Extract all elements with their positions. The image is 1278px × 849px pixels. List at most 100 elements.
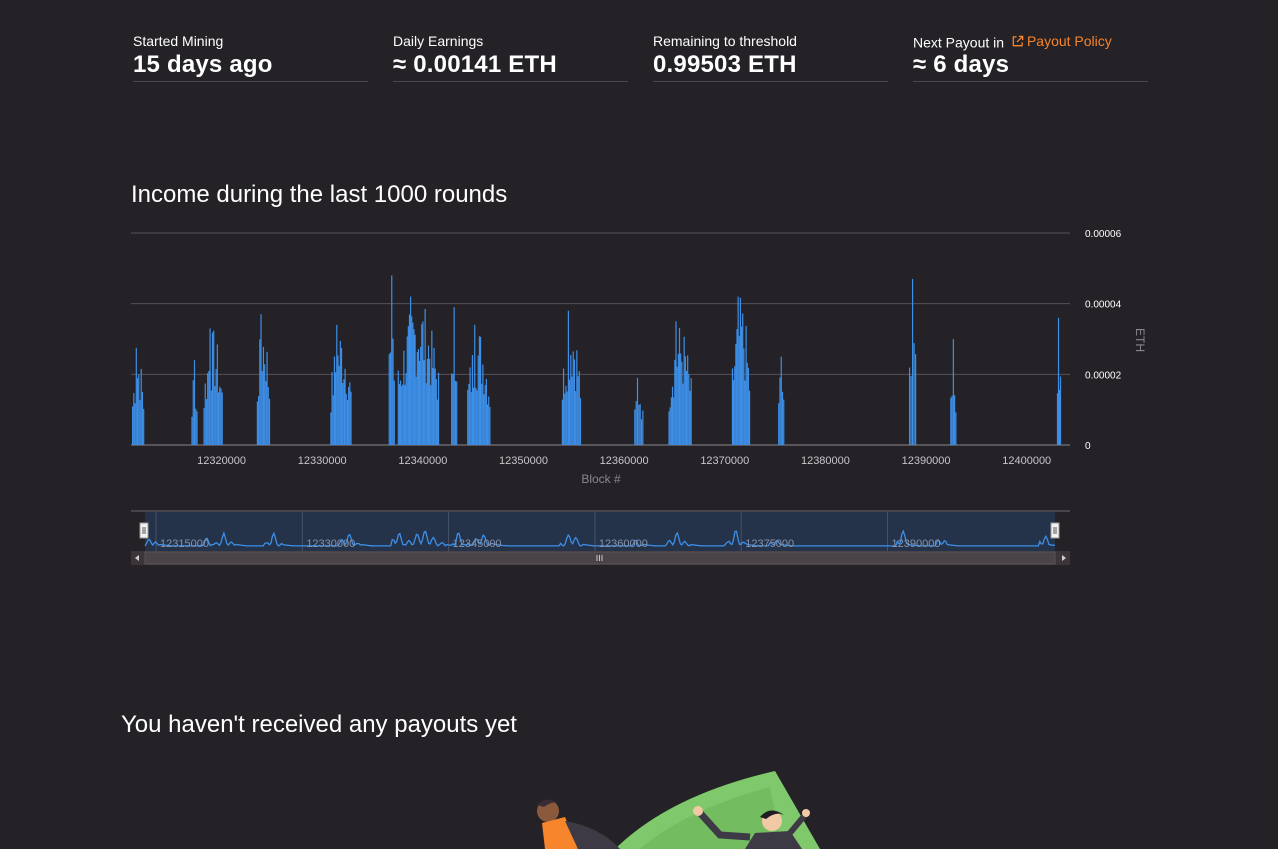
- bar[interactable]: [571, 376, 573, 445]
- bar[interactable]: [259, 339, 261, 445]
- bar[interactable]: [579, 398, 582, 445]
- bar[interactable]: [432, 368, 434, 445]
- bar[interactable]: [736, 329, 738, 445]
- bar[interactable]: [143, 408, 145, 445]
- bar[interactable]: [478, 336, 481, 445]
- bar[interactable]: [488, 396, 490, 445]
- bar[interactable]: [350, 391, 352, 445]
- bar[interactable]: [735, 343, 737, 445]
- bar[interactable]: [779, 377, 781, 445]
- bar[interactable]: [216, 344, 218, 445]
- bar[interactable]: [471, 354, 474, 445]
- bar[interactable]: [636, 377, 639, 445]
- bar[interactable]: [191, 416, 193, 445]
- bar[interactable]: [683, 336, 685, 445]
- bar[interactable]: [671, 386, 674, 445]
- bar[interactable]: [470, 392, 472, 445]
- bar[interactable]: [783, 399, 785, 445]
- bar[interactable]: [349, 382, 351, 445]
- bar[interactable]: [747, 367, 750, 445]
- bar[interactable]: [406, 336, 408, 445]
- bar[interactable]: [262, 346, 265, 445]
- bar[interactable]: [452, 373, 454, 445]
- bar[interactable]: [688, 374, 690, 445]
- bar[interactable]: [391, 275, 393, 445]
- bar[interactable]: [410, 296, 412, 445]
- bar[interactable]: [681, 361, 683, 445]
- bar[interactable]: [669, 407, 671, 445]
- bar[interactable]: [388, 354, 390, 445]
- bar[interactable]: [578, 371, 580, 445]
- bar[interactable]: [220, 388, 222, 445]
- bar[interactable]: [209, 328, 211, 445]
- bar[interactable]: [429, 358, 431, 445]
- bar[interactable]: [737, 296, 739, 445]
- bar[interactable]: [561, 399, 563, 445]
- bar[interactable]: [437, 372, 440, 445]
- bar[interactable]: [562, 368, 565, 445]
- bar[interactable]: [472, 387, 475, 445]
- bar[interactable]: [481, 383, 483, 445]
- bar[interactable]: [668, 411, 670, 445]
- bar[interactable]: [256, 401, 259, 445]
- bar[interactable]: [343, 379, 345, 445]
- bar[interactable]: [486, 404, 489, 445]
- bar[interactable]: [642, 410, 644, 445]
- bar[interactable]: [434, 368, 436, 445]
- bar[interactable]: [570, 355, 572, 445]
- bar[interactable]: [780, 356, 782, 445]
- bar[interactable]: [577, 376, 579, 445]
- bar[interactable]: [489, 406, 491, 445]
- bar[interactable]: [431, 330, 433, 445]
- bar[interactable]: [451, 373, 453, 445]
- bar[interactable]: [399, 380, 402, 445]
- bar[interactable]: [742, 313, 744, 445]
- bar[interactable]: [739, 297, 742, 445]
- bar[interactable]: [474, 324, 476, 445]
- bar[interactable]: [955, 412, 957, 445]
- bar[interactable]: [676, 366, 678, 445]
- bar[interactable]: [908, 367, 911, 445]
- bar[interactable]: [416, 351, 418, 445]
- bar[interactable]: [344, 368, 346, 445]
- bar[interactable]: [425, 383, 427, 445]
- bar[interactable]: [476, 390, 478, 445]
- bar[interactable]: [690, 378, 692, 445]
- bar[interactable]: [266, 351, 268, 445]
- bar[interactable]: [338, 365, 340, 445]
- bar[interactable]: [265, 381, 267, 445]
- bar[interactable]: [475, 387, 477, 445]
- bar[interactable]: [336, 324, 338, 445]
- bar[interactable]: [469, 367, 471, 445]
- bar[interactable]: [407, 326, 409, 445]
- bar[interactable]: [915, 354, 917, 445]
- payout-policy-link[interactable]: Payout Policy: [1011, 32, 1112, 50]
- bar[interactable]: [576, 350, 578, 445]
- bar[interactable]: [210, 390, 212, 445]
- bar[interactable]: [420, 346, 422, 445]
- bar[interactable]: [684, 356, 686, 445]
- bar[interactable]: [195, 408, 197, 445]
- bar[interactable]: [389, 352, 392, 445]
- bar[interactable]: [268, 398, 271, 445]
- bar[interactable]: [678, 327, 681, 445]
- bar[interactable]: [140, 368, 142, 445]
- bar[interactable]: [456, 381, 458, 445]
- navigator-handle-left[interactable]: [139, 522, 149, 539]
- navigator[interactable]: 12315000 12330000 12345000 12360000 12375000…: [131, 510, 1070, 551]
- bar[interactable]: [348, 387, 350, 445]
- bar[interactable]: [738, 336, 740, 445]
- bar[interactable]: [213, 330, 215, 445]
- bar[interactable]: [204, 383, 206, 445]
- bar[interactable]: [332, 395, 334, 445]
- bar[interactable]: [950, 397, 952, 445]
- bar[interactable]: [260, 314, 262, 445]
- bar[interactable]: [427, 345, 430, 445]
- bar[interactable]: [392, 338, 394, 445]
- bar[interactable]: [565, 385, 567, 445]
- bar[interactable]: [398, 383, 401, 445]
- bar[interactable]: [952, 339, 954, 445]
- bar[interactable]: [417, 349, 420, 445]
- scrollbar[interactable]: [131, 551, 1070, 565]
- bar[interactable]: [132, 406, 134, 445]
